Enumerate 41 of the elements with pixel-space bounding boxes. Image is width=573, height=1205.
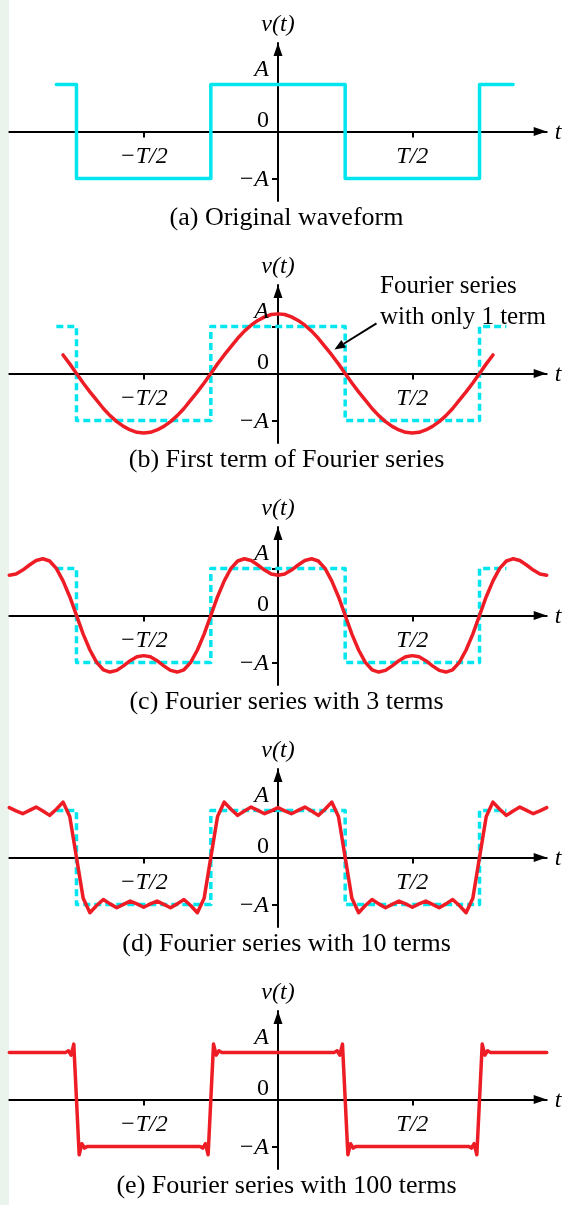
x-axis-title: t bbox=[554, 118, 563, 145]
x-tick-label: −T/2 bbox=[119, 1110, 168, 1137]
x-tick-label: T/2 bbox=[396, 384, 429, 411]
x-tick-label: −T/2 bbox=[119, 142, 168, 169]
annotation: 0 bbox=[257, 589, 269, 617]
annotation: A bbox=[254, 1022, 269, 1050]
annotation: 0 bbox=[257, 347, 269, 375]
annotation: A bbox=[254, 538, 269, 566]
annotation: A bbox=[254, 780, 269, 808]
x-tick-label: T/2 bbox=[396, 626, 429, 653]
text: (c) Fourier series with 3 terms bbox=[129, 685, 444, 715]
x-tick-label: T/2 bbox=[396, 1110, 429, 1137]
y-axis-title: v(t) bbox=[261, 10, 295, 36]
annotation: A bbox=[254, 296, 269, 324]
annotation: 0 bbox=[257, 105, 269, 133]
x-axis-title: t bbox=[554, 1086, 563, 1113]
x-tick-label: −T/2 bbox=[119, 626, 168, 653]
x-axis-title: t bbox=[554, 844, 563, 871]
x-axis-title: t bbox=[554, 360, 563, 387]
x-tick-label: −T/2 bbox=[119, 868, 168, 895]
annotation: 0 bbox=[257, 831, 269, 859]
text: (d) Fourier series with 10 terms bbox=[122, 927, 451, 957]
x-tick-label: T/2 bbox=[396, 868, 429, 895]
annotation: Fourier series with only 1 term bbox=[380, 269, 546, 331]
text: A bbox=[254, 54, 269, 82]
annotation: −A bbox=[238, 406, 269, 434]
x-tick-label: −T/2 bbox=[119, 384, 168, 411]
y-axis-title: v(t) bbox=[261, 978, 295, 1004]
x-axis-title: t bbox=[554, 602, 563, 629]
text: (e) Fourier series with 100 terms bbox=[116, 1169, 457, 1199]
annotation: −A bbox=[238, 890, 269, 918]
x-tick-label: T/2 bbox=[396, 142, 429, 169]
y-axis-title: v(t) bbox=[261, 736, 295, 762]
text: (b) First term of Fourier series bbox=[128, 443, 445, 473]
text: (a) Original waveform bbox=[169, 201, 404, 231]
y-axis-title: v(t) bbox=[261, 494, 295, 520]
annotation: −A bbox=[238, 648, 269, 676]
y-axis-title: v(t) bbox=[261, 252, 295, 278]
annotation: 0 bbox=[257, 1073, 269, 1101]
annotation: −A bbox=[238, 1132, 269, 1160]
annotation: −A bbox=[238, 164, 269, 192]
